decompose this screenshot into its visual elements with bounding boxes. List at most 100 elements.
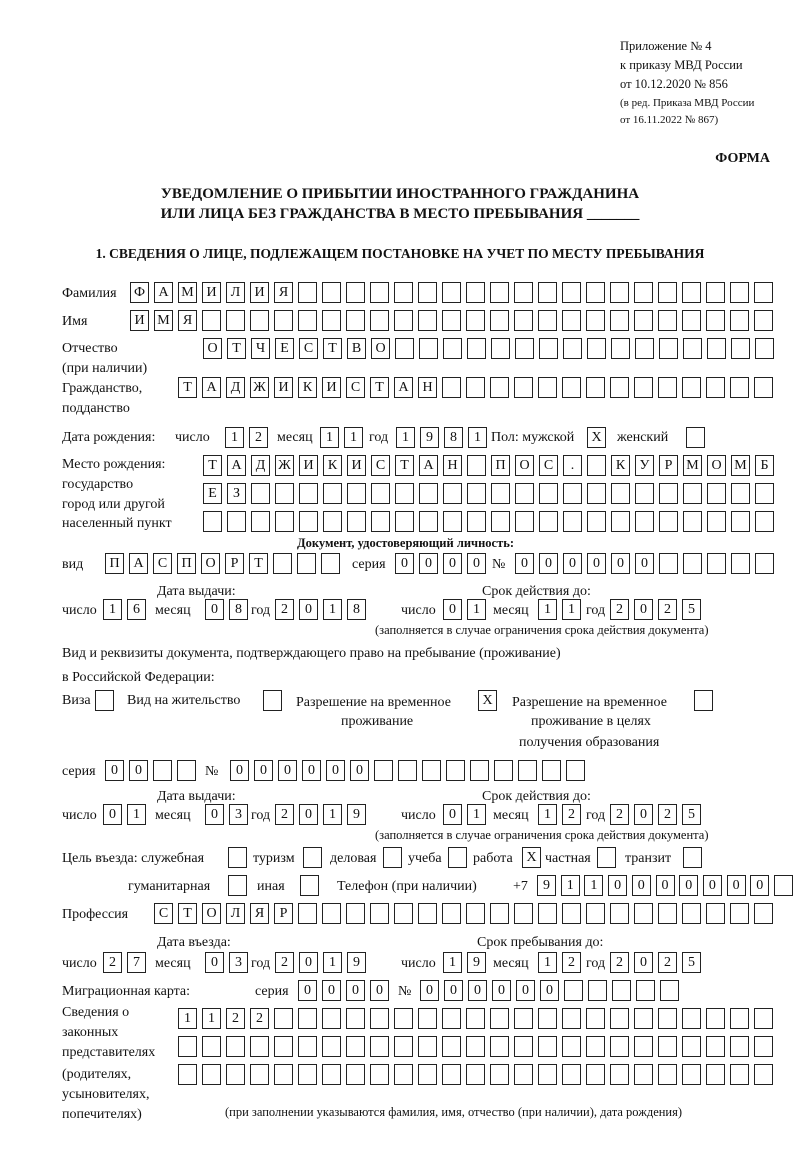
field-name-cell[interactable] bbox=[322, 310, 341, 331]
field-rep-3-cell[interactable] bbox=[730, 1064, 749, 1085]
field-doc-valid-year-cell[interactable]: 0 bbox=[634, 804, 653, 825]
field-patronymic-cell[interactable] bbox=[611, 338, 630, 359]
field-doc-valid-month-cell[interactable]: 1 bbox=[538, 804, 557, 825]
checkbox-purpose-private[interactable] bbox=[597, 847, 616, 868]
field-surname-cell[interactable] bbox=[322, 282, 341, 303]
field-rep-2-cell[interactable] bbox=[370, 1036, 389, 1057]
field-citizenship-cell[interactable]: С bbox=[346, 377, 365, 398]
field-birth-year-cell[interactable]: 1 bbox=[468, 427, 487, 448]
field-doc-valid-year-cell[interactable]: 2 bbox=[610, 804, 629, 825]
field-citizenship-cell[interactable]: И bbox=[274, 377, 293, 398]
field-id-valid-year-cell[interactable]: 5 bbox=[682, 599, 701, 620]
field-surname-cell[interactable] bbox=[346, 282, 365, 303]
field-birthplace-1-cell[interactable] bbox=[467, 455, 486, 476]
field-id-number-cell[interactable] bbox=[707, 553, 726, 574]
field-surname-cell[interactable] bbox=[610, 282, 629, 303]
field-rep-1-cell[interactable] bbox=[274, 1008, 293, 1029]
field-citizenship-cell[interactable] bbox=[730, 377, 749, 398]
field-stay-year-cell[interactable]: 0 bbox=[634, 952, 653, 973]
field-patronymic-cell[interactable] bbox=[659, 338, 678, 359]
field-rep-3-cell[interactable] bbox=[418, 1064, 437, 1085]
field-mc-number-cell[interactable]: 0 bbox=[540, 980, 559, 1001]
field-birthplace-1-cell[interactable]: У bbox=[635, 455, 654, 476]
field-id-series-cell[interactable]: 0 bbox=[395, 553, 414, 574]
field-id-number-cell[interactable]: 0 bbox=[563, 553, 582, 574]
field-birthplace-2-cell[interactable] bbox=[587, 483, 606, 504]
field-birthplace-3-cell[interactable] bbox=[755, 511, 774, 532]
field-rep-2-cell[interactable] bbox=[394, 1036, 413, 1057]
field-name-cell[interactable] bbox=[418, 310, 437, 331]
field-id-valid-month-cell[interactable]: 1 bbox=[562, 599, 581, 620]
field-rep-1-cell[interactable] bbox=[322, 1008, 341, 1029]
field-rep-1-cell[interactable] bbox=[346, 1008, 365, 1029]
field-mc-number-cell[interactable]: 0 bbox=[516, 980, 535, 1001]
field-profession-cell[interactable] bbox=[634, 903, 653, 924]
field-birthplace-2-cell[interactable] bbox=[371, 483, 390, 504]
field-birth-day-cell[interactable]: 2 bbox=[249, 427, 268, 448]
field-profession-cell[interactable] bbox=[346, 903, 365, 924]
field-rep-2-cell[interactable] bbox=[490, 1036, 509, 1057]
field-entry-year-cell[interactable]: 0 bbox=[299, 952, 318, 973]
field-id-valid-month-cell[interactable]: 1 bbox=[538, 599, 557, 620]
field-rep-2-cell[interactable] bbox=[226, 1036, 245, 1057]
field-entry-day-cell[interactable]: 2 bbox=[103, 952, 122, 973]
field-citizenship-cell[interactable] bbox=[682, 377, 701, 398]
field-birthplace-3-cell[interactable] bbox=[467, 511, 486, 532]
field-profession-cell[interactable] bbox=[658, 903, 677, 924]
field-mc-number-cell[interactable]: 0 bbox=[492, 980, 511, 1001]
field-patronymic-cell[interactable] bbox=[563, 338, 582, 359]
field-id-kind-cell[interactable]: А bbox=[129, 553, 148, 574]
field-birthplace-3-cell[interactable] bbox=[491, 511, 510, 532]
field-birthplace-1-cell[interactable]: Т bbox=[203, 455, 222, 476]
field-rep-3-cell[interactable] bbox=[274, 1064, 293, 1085]
field-birthplace-2-cell[interactable] bbox=[539, 483, 558, 504]
field-profession-cell[interactable] bbox=[322, 903, 341, 924]
field-citizenship-cell[interactable] bbox=[634, 377, 653, 398]
field-profession-cell[interactable] bbox=[682, 903, 701, 924]
field-profession-cell[interactable] bbox=[754, 903, 773, 924]
field-doc-valid-year-cell[interactable]: 5 bbox=[682, 804, 701, 825]
field-doc-issue-day-cell[interactable]: 1 bbox=[127, 804, 146, 825]
field-birth-day-cell[interactable]: 1 bbox=[225, 427, 244, 448]
field-doc-issue-year-cell[interactable]: 1 bbox=[323, 804, 342, 825]
field-profession-cell[interactable] bbox=[610, 903, 629, 924]
field-birthplace-2-cell[interactable] bbox=[251, 483, 270, 504]
field-birthplace-3-cell[interactable] bbox=[683, 511, 702, 532]
field-patronymic-cell[interactable] bbox=[395, 338, 414, 359]
field-id-issue-year-cell[interactable]: 8 bbox=[347, 599, 366, 620]
field-id-issue-year-cell[interactable]: 2 bbox=[275, 599, 294, 620]
field-doc-issue-month-cell[interactable]: 0 bbox=[205, 804, 224, 825]
field-patronymic-cell[interactable]: С bbox=[299, 338, 318, 359]
field-rep-3-cell[interactable] bbox=[658, 1064, 677, 1085]
field-name-cell[interactable] bbox=[202, 310, 221, 331]
field-id-issue-year-cell[interactable]: 0 bbox=[299, 599, 318, 620]
field-surname-cell[interactable] bbox=[418, 282, 437, 303]
field-surname-cell[interactable] bbox=[562, 282, 581, 303]
field-birthplace-3-cell[interactable] bbox=[539, 511, 558, 532]
field-doc-number-cell[interactable] bbox=[422, 760, 441, 781]
field-birthplace-1-cell[interactable]: П bbox=[491, 455, 510, 476]
field-surname-cell[interactable]: И bbox=[250, 282, 269, 303]
field-id-number-cell[interactable]: 0 bbox=[635, 553, 654, 574]
field-birthplace-1-cell[interactable]: Б bbox=[755, 455, 774, 476]
field-rep-1-cell[interactable] bbox=[682, 1008, 701, 1029]
field-id-issue-day-cell[interactable]: 6 bbox=[127, 599, 146, 620]
field-rep-2-cell[interactable] bbox=[514, 1036, 533, 1057]
field-profession-cell[interactable] bbox=[730, 903, 749, 924]
field-citizenship-cell[interactable]: Т bbox=[178, 377, 197, 398]
field-phone-cell[interactable]: 1 bbox=[584, 875, 604, 896]
field-birthplace-3-cell[interactable] bbox=[443, 511, 462, 532]
field-rep-1-cell[interactable] bbox=[730, 1008, 749, 1029]
field-stay-year-cell[interactable]: 2 bbox=[658, 952, 677, 973]
checkbox-purpose-tourism[interactable] bbox=[303, 847, 322, 868]
field-birthplace-3-cell[interactable] bbox=[275, 511, 294, 532]
field-name-cell[interactable]: М bbox=[154, 310, 173, 331]
field-birthplace-2-cell[interactable] bbox=[299, 483, 318, 504]
field-rep-3-cell[interactable] bbox=[514, 1064, 533, 1085]
field-patronymic-cell[interactable] bbox=[683, 338, 702, 359]
field-rep-2-cell[interactable] bbox=[442, 1036, 461, 1057]
field-birthplace-1-cell[interactable]: М bbox=[731, 455, 750, 476]
field-rep-1-cell[interactable]: 2 bbox=[226, 1008, 245, 1029]
field-entry-month-cell[interactable]: 0 bbox=[205, 952, 224, 973]
field-doc-number-cell[interactable]: 0 bbox=[350, 760, 369, 781]
